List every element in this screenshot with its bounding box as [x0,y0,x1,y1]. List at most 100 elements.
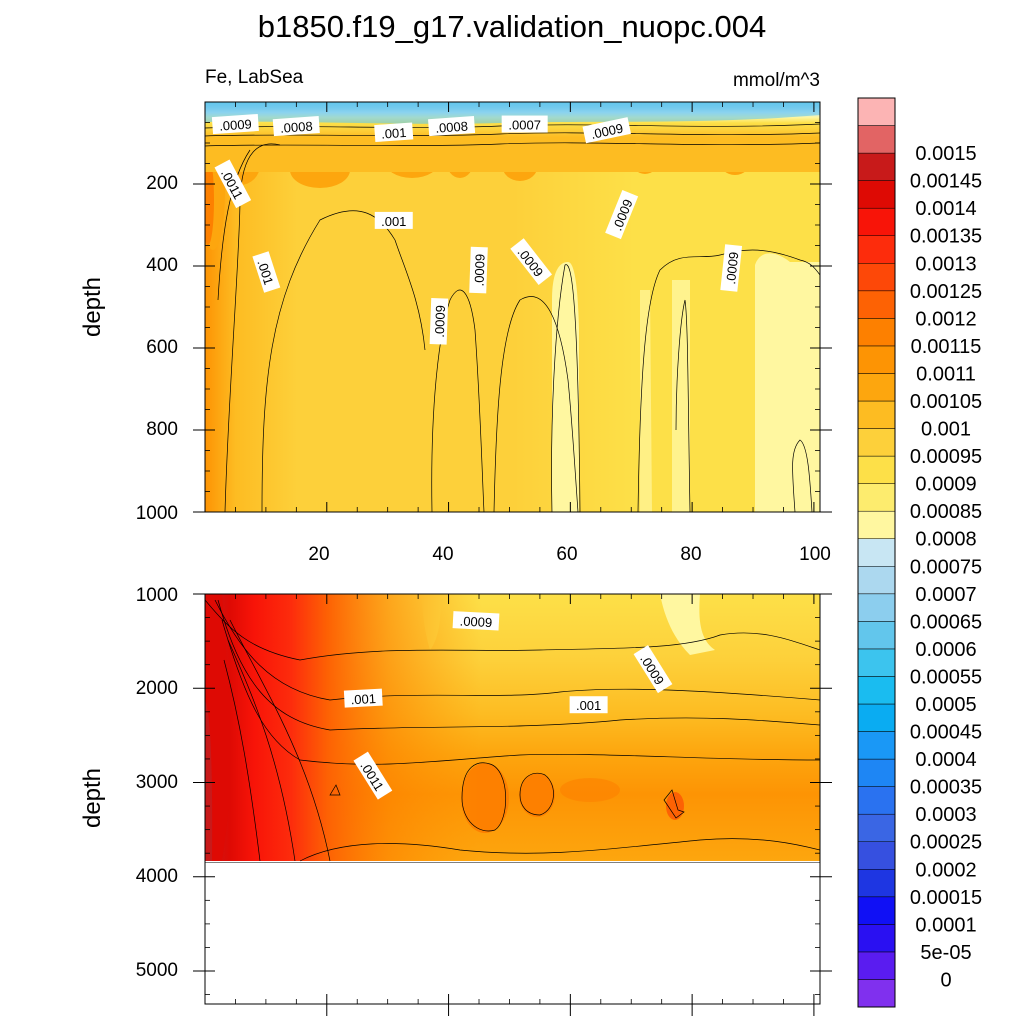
contour-label: .0009 [510,238,553,285]
contour-label-text: .0009 [590,120,625,141]
contour-label-text: .0009 [459,613,492,630]
colorbar-box [857,703,896,732]
colorbar-label: 0.0005 [915,694,976,716]
contour-label: .0009 [582,117,632,144]
colorbar-label: 0.00025 [910,832,982,854]
colorbar-label: 0.00015 [910,887,982,909]
contour-label: .001 [343,688,383,708]
contour-label-text: .001 [576,698,601,713]
contour-label-bg [501,115,548,133]
contour-label: .0009 [429,298,449,345]
contour-label-text: .0008 [435,118,469,135]
colorbar-box [857,152,896,181]
x-tick-label: 60 [556,544,577,565]
lower-panel: depth 1000 2000 3000 4000 5000 .0009.000… [79,585,832,1016]
colorbar-label: 0.00145 [910,171,982,193]
colorbar-box [857,593,896,622]
colorbar-box [857,510,896,539]
contour-label-bg [343,688,383,708]
colorbar-label: 0.00095 [910,446,982,468]
contour-label-text: .0008 [280,118,314,135]
colorbar-label: 0.0003 [915,804,976,826]
colorbar-box [857,235,896,264]
contour-label-text: .0009 [471,254,487,287]
colorbar-box [857,813,896,842]
contour-label-text: .0009 [219,116,253,133]
colorbar-box [857,896,896,925]
colorbar-label: 0.00085 [910,501,982,523]
colorbar-label: 0.00075 [910,556,982,578]
contour-label: .0009 [452,611,500,631]
units-label: mmol/m^3 [733,70,820,91]
contour-label-bg [605,190,639,240]
colorbar-box [857,924,896,953]
colorbar-box [857,428,896,457]
contour-label: .001 [252,251,281,293]
colorbar-box [857,951,896,980]
colorbar-label: 0.0001 [915,914,976,936]
upper-tick-marks [193,101,832,513]
colorbar-box [857,318,896,347]
colorbar-box [857,648,896,677]
upper-y-tick-label: 200 [146,173,178,194]
lower-y-tick-label: 4000 [136,866,178,887]
contour-label-bg [272,116,320,137]
colorbar-box [857,731,896,760]
colorbar-label: 0.0002 [915,859,976,881]
colorbar-label: 0.00135 [910,226,982,248]
upper-y-tick-label: 400 [146,255,178,276]
colorbar-box [857,373,896,402]
lower-y-axis-label: depth [79,768,106,828]
upper-y-tick-label: 800 [146,419,178,440]
colorbar-label: 0.0007 [915,584,976,606]
colorbar-label: 0.0012 [915,308,976,330]
colorbar-label: 0.0008 [915,529,976,551]
contour-label-text: .001 [350,691,376,707]
contour-label-bg [633,645,673,694]
contour-label-bg [720,244,743,292]
contour-label-bg [469,246,488,294]
contour-label-text: .001 [254,258,276,287]
contour-label-text: .001 [381,214,406,229]
colorbar-label: 0.00115 [911,336,982,358]
upper-panel: depth 200 400 600 800 1000 20 40 60 80 1… [79,101,832,565]
contour-label-bg [582,117,632,144]
colorbar-box [857,786,896,815]
x-tick-label: 100 [799,544,831,565]
colorbar-box [857,676,896,705]
contour-label-bg [428,116,476,137]
contour-label-text: .0007 [508,118,541,133]
contour-label-text: .0009 [723,251,741,285]
upper-contour-labels: .0009.0008.001.0008.0007.0009.0011.001.0… [211,113,743,345]
contour-label-text: .001 [381,125,407,142]
colorbar-label: 0.0006 [915,639,976,661]
colorbar-box [857,841,896,870]
contour-label: .0008 [272,116,320,137]
colorbar-box [857,566,896,595]
lower-plot-frame [204,593,821,1005]
contour-label: .0007 [501,115,548,133]
colorbar-label: 0.0011 [916,363,976,385]
colorbar-label: 0.00105 [910,391,982,413]
contour-label: .001 [569,696,608,714]
upper-contour-fill [205,102,820,512]
colorbar-box [857,290,896,319]
contour-label-bg [429,298,449,345]
contour-label-bg [214,159,252,209]
lower-tick-marks [193,593,832,1016]
colorbar-label: 0.0009 [915,474,976,496]
contour-label-bg [252,251,281,293]
contour-label: .0008 [428,116,476,137]
contour-label-bg [353,751,393,800]
contour-label-bg [510,238,553,285]
chart-title: b1850.f19_g17.validation_nuopc.004 [258,9,767,44]
colorbar-frame [857,97,896,1008]
colorbar-label: 0.0004 [915,749,976,771]
colorbar-box [857,180,896,209]
colorbar-label: 0.00065 [910,611,982,633]
colorbar-box [857,979,896,1008]
colorbar-label: 5e-05 [920,942,971,964]
colorbar-box [857,869,896,898]
colorbar-label: 0.00125 [910,281,982,303]
colorbar-box [857,483,896,512]
